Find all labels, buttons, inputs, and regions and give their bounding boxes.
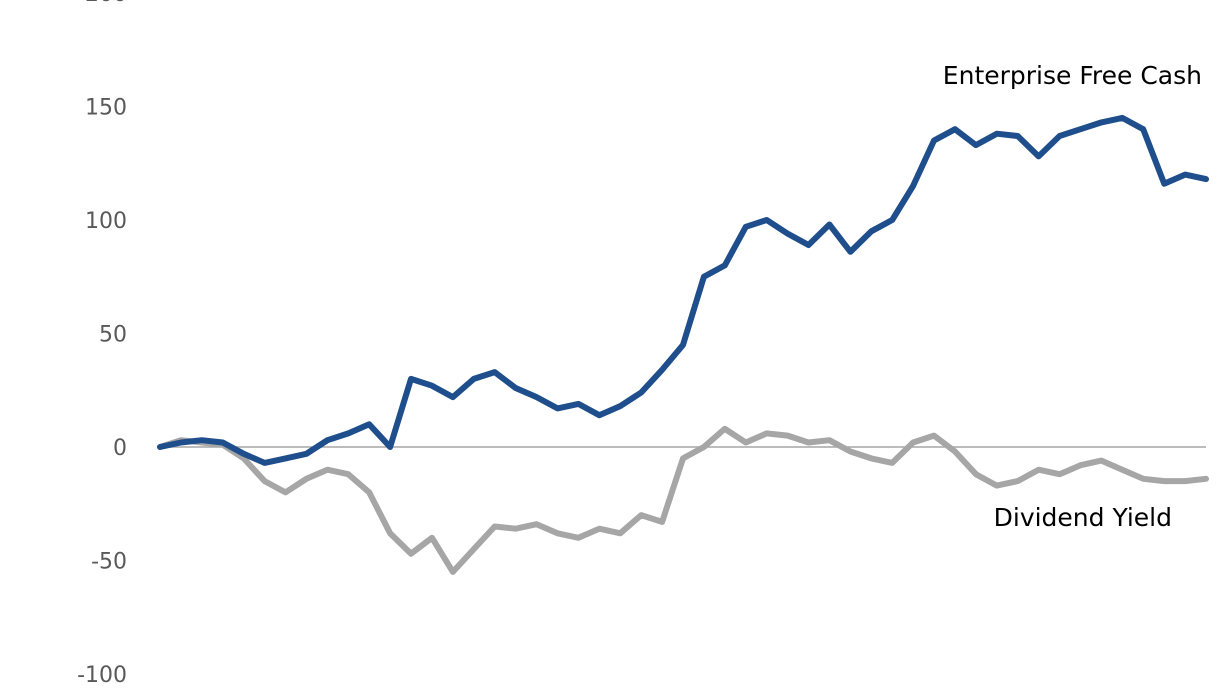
y-tick-label: 200: [85, 0, 127, 7]
y-tick-label: -100: [77, 663, 127, 688]
y-tick-label: 50: [99, 323, 127, 348]
series-line-dividend-yield: [157, 425, 1209, 575]
series-line-enterprise-free-cash: [157, 114, 1209, 466]
y-tick-label: 150: [85, 96, 127, 121]
series-label-enterprise-free-cash: Enterprise Free Cash: [943, 61, 1202, 90]
y-tick-label: -50: [91, 550, 127, 575]
y-axis-tick-labels: 200 150 100 50 0 -50 -100: [77, 0, 127, 688]
series-label-dividend-yield: Dividend Yield: [994, 503, 1172, 532]
y-tick-label: 100: [85, 209, 127, 234]
y-tick-label: 0: [113, 436, 127, 461]
series-lines: [157, 114, 1209, 575]
